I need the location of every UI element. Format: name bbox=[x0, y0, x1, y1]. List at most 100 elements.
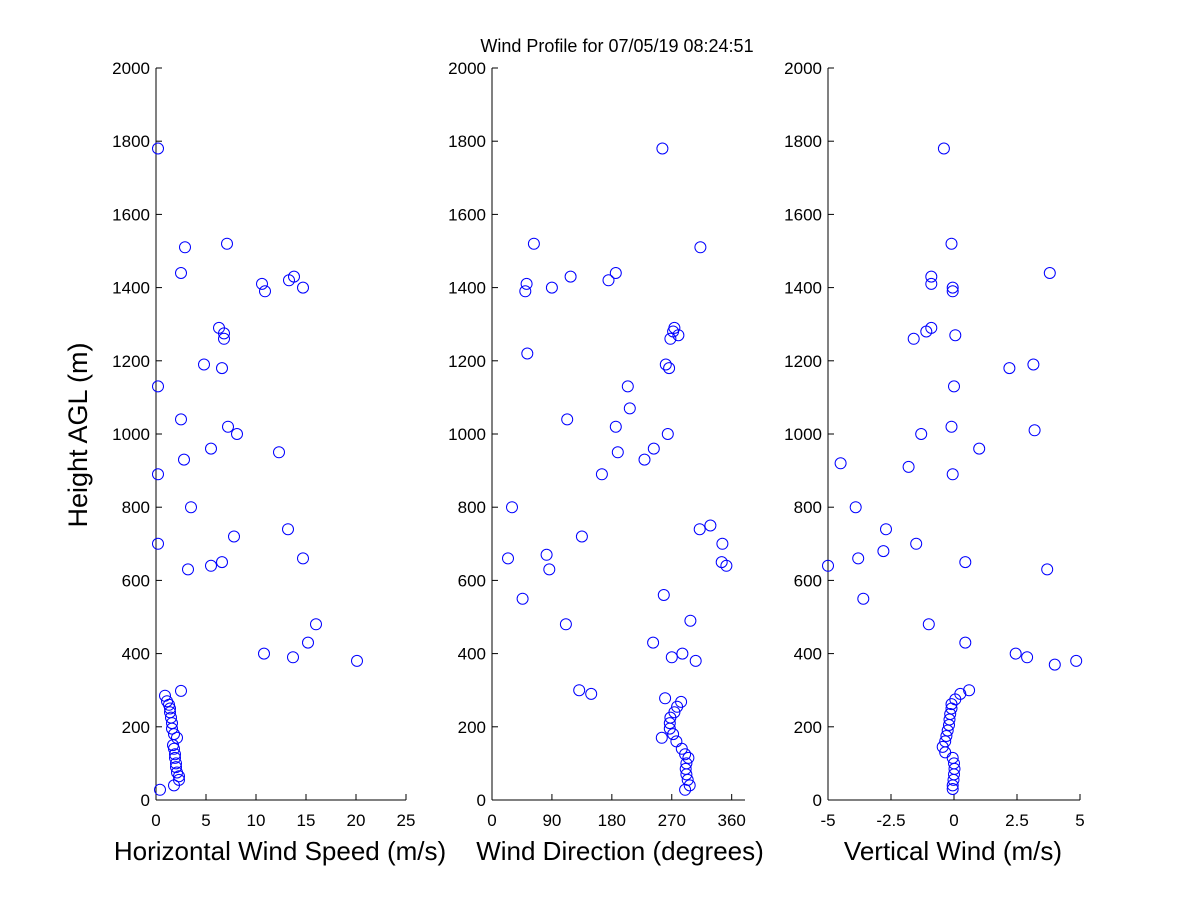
data-point bbox=[852, 552, 865, 565]
data-point bbox=[170, 757, 182, 770]
data-point bbox=[880, 523, 892, 536]
x-tick-label: 15 bbox=[297, 811, 316, 830]
data-point bbox=[946, 783, 959, 795]
data-point bbox=[668, 321, 681, 334]
data-point bbox=[623, 402, 636, 415]
x-tick-label: 270 bbox=[658, 811, 686, 830]
data-point bbox=[937, 142, 950, 155]
data-point bbox=[946, 281, 959, 294]
data-point bbox=[561, 413, 574, 426]
y-tick-label: 400 bbox=[794, 645, 822, 664]
x-tick-label: -2.5 bbox=[876, 811, 905, 830]
x-tick-label: 25 bbox=[397, 811, 416, 830]
data-point bbox=[680, 757, 693, 770]
data-point bbox=[506, 501, 518, 514]
data-point bbox=[948, 380, 960, 393]
data-point bbox=[543, 563, 556, 576]
y-tick-label: 2000 bbox=[784, 59, 822, 78]
data-point bbox=[152, 537, 164, 550]
y-tick-label: 1800 bbox=[112, 132, 150, 151]
data-point bbox=[545, 281, 558, 294]
data-point bbox=[585, 687, 598, 700]
data-point bbox=[621, 380, 634, 393]
data-point bbox=[910, 537, 923, 550]
data-point bbox=[287, 651, 299, 664]
y-tick-label: 1400 bbox=[448, 279, 486, 298]
y-axis-label: Height AGL (m) bbox=[63, 342, 93, 527]
y-tick-label: 0 bbox=[141, 791, 150, 810]
data-point bbox=[657, 589, 670, 601]
data-point bbox=[670, 735, 683, 748]
y-tick-label: 1200 bbox=[784, 352, 822, 371]
data-point bbox=[945, 420, 958, 433]
data-point bbox=[834, 457, 847, 470]
data-point bbox=[213, 321, 225, 334]
x-tick-label: -5 bbox=[820, 811, 835, 830]
y-tick-label: 600 bbox=[794, 571, 822, 590]
data-point bbox=[1028, 424, 1041, 437]
data-point bbox=[198, 358, 210, 371]
data-point bbox=[282, 523, 294, 536]
data-point bbox=[573, 684, 586, 697]
data-point bbox=[169, 748, 181, 761]
data-point bbox=[655, 731, 668, 744]
data-point bbox=[222, 420, 234, 433]
data-point bbox=[216, 556, 228, 569]
y-tick-label: 1600 bbox=[784, 205, 822, 224]
data-point bbox=[1070, 654, 1083, 667]
data-point bbox=[152, 380, 164, 393]
data-point bbox=[602, 274, 615, 287]
data-point bbox=[152, 468, 164, 481]
y-tick-label: 1200 bbox=[448, 352, 486, 371]
data-point bbox=[564, 270, 577, 283]
data-point bbox=[205, 442, 217, 455]
data-point bbox=[683, 779, 696, 792]
data-point bbox=[959, 556, 972, 569]
x-tick-label: 90 bbox=[542, 811, 561, 830]
data-point bbox=[258, 647, 270, 660]
data-point bbox=[520, 277, 533, 290]
x-tick-label: 0 bbox=[949, 811, 958, 830]
data-point bbox=[693, 523, 706, 536]
x-tick-label: 5 bbox=[1075, 811, 1084, 830]
data-point bbox=[1041, 563, 1054, 576]
x-tick-label: 5 bbox=[201, 811, 210, 830]
data-point bbox=[675, 695, 688, 708]
y-tick-label: 1800 bbox=[784, 132, 822, 151]
data-point bbox=[595, 468, 608, 481]
data-point bbox=[297, 552, 309, 565]
data-point bbox=[175, 267, 187, 279]
data-point bbox=[609, 420, 622, 433]
data-point bbox=[164, 706, 176, 719]
x-tick-label: 20 bbox=[347, 811, 366, 830]
x-tick-label: 0 bbox=[487, 811, 496, 830]
data-point bbox=[1048, 658, 1061, 671]
data-point bbox=[516, 592, 529, 605]
data-point bbox=[1043, 267, 1056, 279]
y-tick-label: 0 bbox=[477, 791, 486, 810]
data-point bbox=[288, 270, 300, 283]
data-point bbox=[689, 654, 702, 667]
y-tick-label: 0 bbox=[813, 791, 822, 810]
data-point bbox=[665, 651, 678, 664]
data-point bbox=[656, 142, 669, 155]
y-tick-label: 800 bbox=[794, 498, 822, 517]
y-tick-label: 800 bbox=[122, 498, 150, 517]
data-point bbox=[1027, 358, 1040, 371]
data-point bbox=[704, 519, 717, 532]
data-point bbox=[179, 241, 191, 254]
data-point bbox=[351, 654, 363, 667]
x-tick-label: 2.5 bbox=[1005, 811, 1029, 830]
data-point bbox=[682, 751, 695, 764]
data-point bbox=[152, 142, 164, 155]
x-tick-label: 180 bbox=[598, 811, 626, 830]
data-point bbox=[849, 501, 862, 514]
data-point bbox=[173, 773, 185, 786]
y-tick-label: 600 bbox=[122, 571, 150, 590]
data-point bbox=[175, 684, 187, 697]
y-tick-label: 600 bbox=[458, 571, 486, 590]
y-tick-label: 400 bbox=[122, 645, 150, 664]
data-point bbox=[663, 717, 676, 730]
data-point bbox=[609, 267, 622, 279]
